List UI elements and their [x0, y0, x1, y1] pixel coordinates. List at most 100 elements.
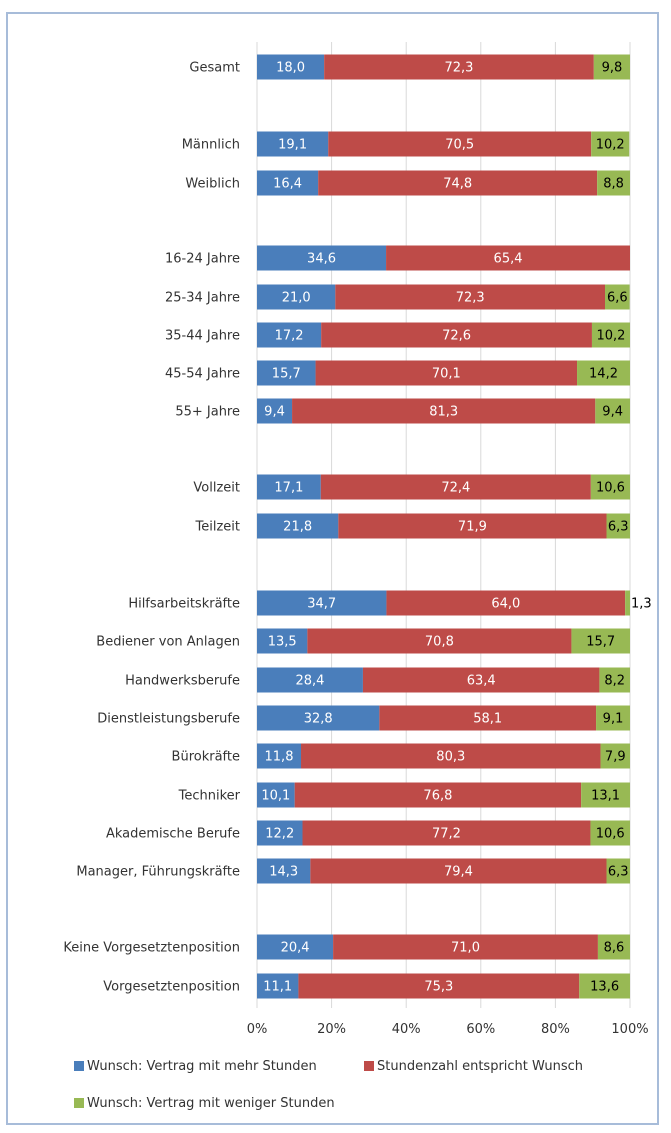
data-label: 79,4 — [444, 865, 473, 880]
category-labels: Gesamt Männlich Weiblich 16-24 Jahre 25-34 J… — [63, 61, 240, 995]
bar-segment — [257, 743, 302, 769]
bar-segment — [292, 398, 596, 424]
bar-segment — [301, 743, 601, 769]
bar-segment — [579, 973, 630, 999]
category-label: 45-54 Jahre — [165, 367, 240, 382]
bar-segment — [257, 513, 339, 539]
category-label: Techniker — [178, 789, 241, 804]
category-label: Männlich — [182, 138, 240, 153]
bar-segment — [591, 322, 630, 348]
bar-segment — [596, 705, 630, 731]
bar-segment — [257, 360, 316, 386]
bar-segment — [606, 858, 630, 884]
bar-segment — [257, 322, 322, 348]
data-label: 16,4 — [273, 177, 302, 192]
bar-segment — [577, 360, 630, 386]
category-label: Bürokräfte — [172, 750, 240, 765]
data-label: 1,3 — [631, 597, 652, 612]
data-label: 17,2 — [275, 329, 304, 344]
data-label: 10,2 — [596, 138, 625, 153]
bar-segment — [335, 284, 606, 310]
bar-segment — [257, 54, 325, 80]
bar-segment — [386, 245, 630, 271]
bar-segment — [257, 628, 308, 654]
data-label: 70,8 — [425, 635, 454, 650]
data-label: 34,7 — [307, 597, 336, 612]
bar-segment — [590, 820, 630, 846]
data-label: 9,8 — [602, 61, 623, 76]
category-label: Dienstleistungsberufe — [97, 712, 240, 727]
data-label: 10,1 — [261, 789, 290, 804]
bar-segment — [321, 322, 592, 348]
bar-segment — [599, 667, 630, 693]
data-label: 21,0 — [282, 291, 311, 306]
legend-swatch — [74, 1061, 84, 1071]
data-label: 63,4 — [467, 674, 496, 689]
data-label: 34,6 — [307, 252, 336, 267]
category-label: 35-44 Jahre — [165, 329, 240, 344]
data-label: 28,4 — [295, 674, 324, 689]
category-label: Vollzeit — [193, 481, 240, 496]
bar-segment — [338, 513, 607, 539]
bar-segment — [257, 245, 387, 271]
category-label: Keine Vorgesetztenposition — [63, 941, 240, 956]
data-label: 71,0 — [451, 941, 480, 956]
bar-segment — [294, 782, 582, 808]
data-label: 6,3 — [608, 520, 629, 535]
bar-segment — [324, 54, 594, 80]
data-label: 9,4 — [602, 405, 623, 420]
bar-segment — [597, 934, 630, 960]
bar-segment — [386, 590, 626, 616]
data-label: 11,1 — [263, 980, 292, 995]
data-label: 15,7 — [272, 367, 301, 382]
category-label: 25-34 Jahre — [165, 291, 240, 306]
bar-segment — [257, 170, 319, 196]
bar-segment — [320, 474, 591, 500]
bar-segment — [593, 54, 630, 80]
data-label: 7,9 — [605, 750, 626, 765]
bar-segment — [315, 360, 578, 386]
bar-segment — [302, 820, 591, 846]
data-label: 64,0 — [491, 597, 520, 612]
bar-segment — [257, 973, 299, 999]
data-label: 70,1 — [432, 367, 461, 382]
category-label: 16-24 Jahre — [165, 252, 240, 267]
bar-segment — [257, 474, 321, 500]
data-label: 9,4 — [264, 405, 285, 420]
x-axis-ticks: 0% 20% 40% 60% 80% 100% — [247, 1022, 649, 1037]
data-label: 18,0 — [276, 61, 305, 76]
category-label: Gesamt — [189, 61, 240, 76]
data-label: 6,3 — [608, 865, 629, 880]
bar-segment — [257, 858, 311, 884]
category-label: Vorgesetztenposition — [103, 980, 240, 995]
data-label: 58,1 — [473, 712, 502, 727]
data-label: 13,1 — [591, 789, 620, 804]
data-label: 74,8 — [443, 177, 472, 192]
category-label: Manager, Führungskräfte — [76, 865, 240, 880]
bar-segment — [333, 934, 598, 960]
data-label: 8,2 — [604, 674, 625, 689]
bar-segment — [318, 170, 598, 196]
bar-segment — [362, 667, 600, 693]
bar-segment — [298, 973, 580, 999]
data-label: 21,8 — [283, 520, 312, 535]
x-tick-label: 40% — [392, 1022, 421, 1037]
data-label: 14,2 — [589, 367, 618, 382]
category-label: Teilzeit — [195, 520, 240, 535]
bar-segment — [257, 934, 334, 960]
x-tick-label: 80% — [541, 1022, 570, 1037]
bar-segment — [595, 398, 630, 424]
data-label: 72,3 — [456, 291, 485, 306]
legend-label: Wunsch: Vertrag mit mehr Stunden — [87, 1059, 317, 1074]
bar-segment — [257, 820, 303, 846]
data-label: 12,2 — [265, 827, 294, 842]
data-label: 72,3 — [445, 61, 474, 76]
legend-label: Stundenzahl entspricht Wunsch — [377, 1059, 583, 1074]
data-label: 17,1 — [274, 481, 303, 496]
data-label: 71,9 — [458, 520, 487, 535]
bars: 18,0 72,3 9,8 19,1 70,5 10,2 16,4 74,8 8,8 34,6 65… — [257, 54, 652, 999]
bar-segment — [581, 782, 630, 808]
data-label: 32,8 — [304, 712, 333, 727]
x-tick-label: 20% — [317, 1022, 346, 1037]
